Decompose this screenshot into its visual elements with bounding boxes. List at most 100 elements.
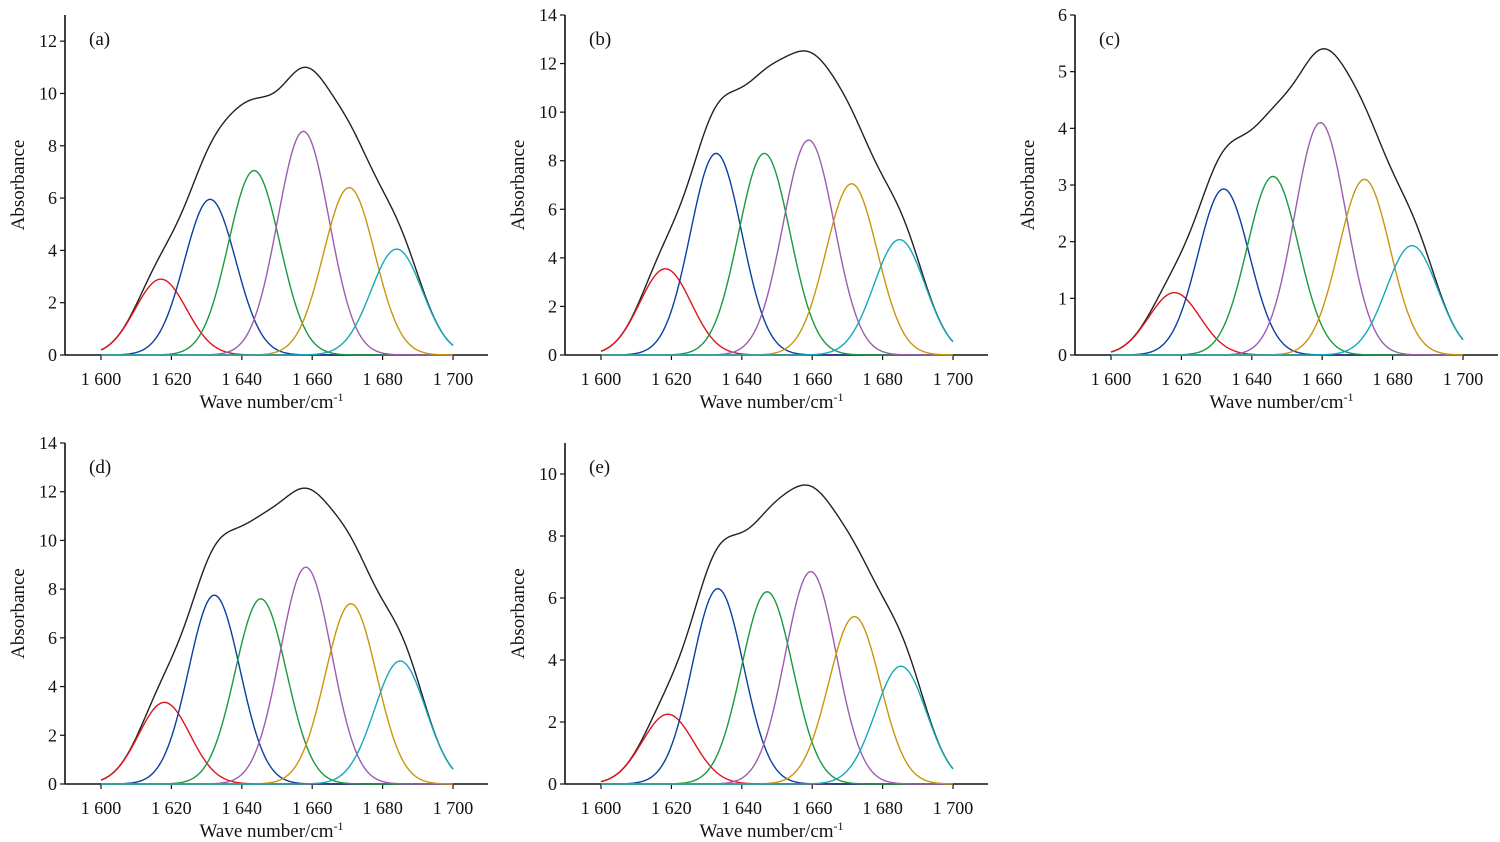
y-tick-label: 12 bbox=[39, 482, 57, 502]
y-tick-label: 3 bbox=[1058, 175, 1067, 195]
panel-c: 0 1 2 3 4 5 6 1 600 1 620 1 640 1 660 1 680 1 700 Wav… bbox=[1018, 5, 1498, 413]
x-axis-title-superscript: -1 bbox=[834, 390, 844, 404]
sum-envelope-curve bbox=[1110, 48, 1464, 353]
x-tick-label: 1 700 bbox=[433, 369, 474, 389]
band-6-curve bbox=[101, 660, 454, 785]
y-tick-label: 10 bbox=[539, 102, 557, 122]
y-tick-label: 0 bbox=[48, 345, 57, 365]
x-tick-label: 1 620 bbox=[1161, 369, 1202, 389]
x-axis-title: Wave number/cm-1 bbox=[699, 390, 843, 413]
y-tick-label: 2 bbox=[48, 293, 57, 313]
x-tick-label: 1 600 bbox=[81, 798, 122, 818]
y-axis-title: Absorbance bbox=[8, 140, 29, 231]
y-tick-label: 4 bbox=[1058, 118, 1067, 138]
x-tick-label: 1 620 bbox=[151, 369, 192, 389]
x-tick-label: 1 680 bbox=[862, 798, 903, 818]
x-tick-label: 1 680 bbox=[362, 798, 403, 818]
x-tick-label: 1 660 bbox=[792, 369, 833, 389]
y-tick-label: 10 bbox=[39, 530, 57, 550]
panel-label: (d) bbox=[89, 457, 111, 478]
x-tick-label: 1 640 bbox=[222, 798, 263, 818]
band-4-curve bbox=[101, 130, 453, 356]
band-2-curve bbox=[1111, 188, 1463, 356]
sum-envelope-curve bbox=[100, 66, 454, 351]
x-tick-label: 1 700 bbox=[933, 369, 974, 389]
band-6-curve bbox=[101, 248, 454, 356]
panel-label: (b) bbox=[589, 29, 611, 50]
panel-label: (a) bbox=[89, 29, 110, 50]
band-4-curve bbox=[101, 566, 453, 785]
x-tick-label: 1 660 bbox=[792, 798, 833, 818]
y-tick-label: 0 bbox=[548, 345, 557, 365]
band-1-curve bbox=[100, 278, 453, 356]
x-tick-label: 1 640 bbox=[1232, 369, 1273, 389]
x-tick-label: 1 620 bbox=[151, 798, 192, 818]
sum-envelope-curve bbox=[600, 50, 954, 352]
band-6-curve bbox=[601, 665, 954, 785]
x-tick-label: 1 640 bbox=[722, 369, 763, 389]
y-tick-label: 0 bbox=[1058, 345, 1067, 365]
panel-a: 0 2 4 6 8 10 12 1 600 1 620 1 640 1 660 1 680 1 700 W… bbox=[8, 15, 488, 413]
x-tick-label: 1 600 bbox=[81, 369, 122, 389]
panel-e: 0 2 4 6 8 10 1 600 1 620 1 640 1 660 1 680 1 700 Wav… bbox=[508, 443, 988, 842]
x-tick-label: 1 640 bbox=[222, 369, 263, 389]
panel-label: (e) bbox=[589, 457, 610, 478]
x-tick-label: 1 660 bbox=[292, 798, 333, 818]
y-tick-label: 4 bbox=[48, 240, 57, 260]
x-axis-title-superscript: -1 bbox=[1344, 390, 1354, 404]
y-tick-label: 1 bbox=[1058, 288, 1067, 308]
y-tick-label: 4 bbox=[48, 677, 57, 697]
x-tick-label: 1 660 bbox=[292, 369, 333, 389]
y-axis-title: Absorbance bbox=[508, 568, 529, 659]
x-tick-label: 1 620 bbox=[651, 798, 692, 818]
y-tick-label: 2 bbox=[48, 725, 57, 745]
y-tick-label: 8 bbox=[548, 151, 557, 171]
y-tick-label: 8 bbox=[48, 136, 57, 156]
x-tick-label: 1 680 bbox=[362, 369, 403, 389]
panel-b: 0 2 4 6 8 10 12 14 1 600 1 620 1 640 1 660 1 680 1 70… bbox=[508, 5, 988, 413]
band-6-curve bbox=[601, 238, 954, 356]
x-tick-label: 1 700 bbox=[933, 798, 974, 818]
x-axis-title-text: Wave number/cm bbox=[1209, 392, 1343, 413]
band-5-curve bbox=[601, 615, 954, 785]
y-tick-label: 5 bbox=[1058, 62, 1067, 82]
y-tick-label: 6 bbox=[548, 199, 557, 219]
panel-d: 0 2 4 6 8 10 12 14 1 600 1 620 1 640 1 660 1 680 1 70… bbox=[8, 433, 488, 842]
y-tick-label: 0 bbox=[48, 774, 57, 794]
y-axis-title: Absorbance bbox=[508, 140, 529, 231]
x-axis-title: Wave number/cm-1 bbox=[1209, 390, 1353, 413]
y-tick-label: 6 bbox=[48, 188, 57, 208]
panel-label: (c) bbox=[1099, 29, 1120, 50]
x-axis-title-text: Wave number/cm bbox=[199, 821, 333, 842]
band-6-curve bbox=[1111, 244, 1464, 356]
x-tick-label: 1 680 bbox=[862, 369, 903, 389]
x-axis-title-superscript: -1 bbox=[334, 390, 344, 404]
x-axis-title-text: Wave number/cm bbox=[699, 821, 833, 842]
sum-envelope-curve bbox=[100, 487, 454, 781]
band-3-curve bbox=[601, 591, 953, 785]
y-tick-label: 6 bbox=[1058, 5, 1067, 25]
x-tick-label: 1 600 bbox=[581, 798, 622, 818]
band-5-curve bbox=[1111, 178, 1464, 356]
band-4-curve bbox=[601, 139, 953, 356]
x-axis-title-text: Wave number/cm bbox=[699, 392, 833, 413]
x-tick-label: 1 680 bbox=[1372, 369, 1413, 389]
band-2-curve bbox=[601, 587, 953, 785]
y-axis-title: Absorbance bbox=[8, 568, 29, 659]
x-tick-label: 1 600 bbox=[581, 369, 622, 389]
band-5-curve bbox=[101, 186, 453, 356]
x-tick-label: 1 700 bbox=[433, 798, 474, 818]
x-axis-title-superscript: -1 bbox=[834, 819, 844, 833]
y-tick-label: 6 bbox=[48, 628, 57, 648]
y-tick-label: 4 bbox=[548, 650, 557, 670]
y-tick-label: 2 bbox=[548, 712, 557, 732]
x-axis-title-superscript: -1 bbox=[334, 819, 344, 833]
y-tick-label: 8 bbox=[548, 526, 557, 546]
y-tick-label: 0 bbox=[548, 774, 557, 794]
y-tick-label: 8 bbox=[48, 579, 57, 599]
y-tick-label: 2 bbox=[1058, 232, 1067, 252]
y-tick-label: 4 bbox=[548, 248, 557, 268]
band-1-curve bbox=[1110, 291, 1463, 356]
y-tick-label: 10 bbox=[539, 464, 557, 484]
y-axis-title: Absorbance bbox=[1018, 140, 1039, 231]
